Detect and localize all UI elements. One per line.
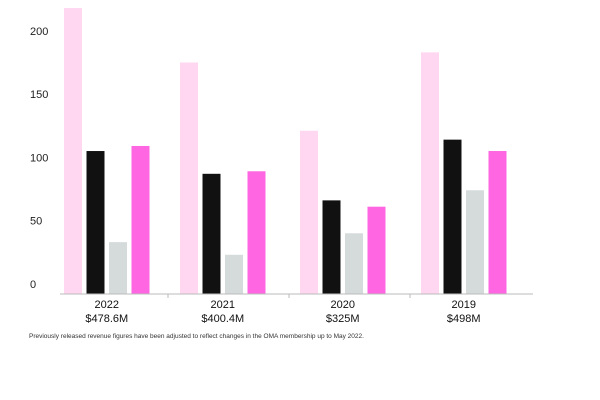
bar	[345, 233, 363, 294]
bar	[86, 151, 105, 294]
bar	[466, 190, 484, 294]
footnote: Previously released revenue figures have…	[29, 333, 364, 340]
y-tick-label: 50	[30, 216, 42, 228]
y-axis-ticks: 0 50 100 150 200	[30, 26, 48, 291]
y-tick-label: 0	[30, 279, 36, 291]
bar	[322, 200, 341, 294]
x-axis-labels: 2022 $478.6M 2021 $400.4M 2020 $325M 2019 $498M	[85, 299, 480, 325]
x-category-label: 2020	[331, 299, 355, 311]
bar	[247, 171, 266, 294]
bar	[367, 206, 386, 294]
y-tick-label: 200	[30, 26, 48, 38]
bar	[300, 130, 318, 294]
x-category-label: 2021	[211, 299, 235, 311]
bar	[64, 8, 82, 294]
x-category-label: 2019	[452, 299, 476, 311]
bar	[443, 139, 462, 294]
bar	[225, 254, 243, 294]
y-tick-label: 100	[30, 152, 48, 164]
bar	[109, 242, 127, 294]
bars	[64, 8, 507, 295]
bar	[180, 62, 198, 295]
x-category-label: 2022	[95, 299, 119, 311]
x-axis-tick-marks	[167, 294, 411, 298]
bar	[421, 52, 439, 295]
x-category-sublabel: $478.6M	[85, 313, 128, 325]
x-category-sublabel: $325M	[326, 313, 360, 325]
bar	[488, 151, 507, 294]
y-tick-label: 150	[30, 89, 48, 101]
bar	[202, 173, 221, 294]
x-category-sublabel: $400.4M	[201, 313, 244, 325]
x-category-sublabel: $498M	[447, 313, 481, 325]
bar	[131, 145, 150, 294]
